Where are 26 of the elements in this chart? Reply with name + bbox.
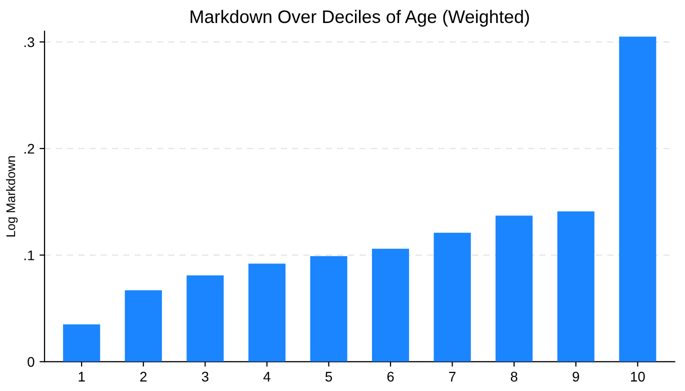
bar [63, 324, 100, 362]
x-tick-label: 2 [140, 372, 147, 382]
bar [310, 256, 348, 362]
chart-title: Markdown Over Deciles of Age (Weighted) [190, 10, 529, 27]
y-tick-label: .2 [24, 144, 34, 154]
bar [557, 211, 594, 362]
x-tick-label: 7 [449, 372, 456, 382]
x-tick-label: 10 [630, 372, 645, 382]
bar [619, 36, 656, 362]
y-tick-label: 0 [28, 357, 34, 367]
y-tick-label: .1 [24, 250, 34, 260]
bar [248, 264, 286, 362]
x-tick-label: 1 [78, 372, 85, 382]
x-tick-label: 5 [325, 372, 332, 382]
x-tick-label: 8 [510, 372, 518, 382]
y-tick-label: .3 [24, 37, 34, 48]
x-tick-label: 6 [387, 372, 394, 382]
bar [434, 232, 471, 362]
bar [372, 248, 410, 362]
x-tick-label: 9 [572, 372, 580, 382]
bar [186, 275, 224, 362]
y-axis-title: Log Markdown [6, 156, 18, 236]
bar [496, 216, 533, 362]
x-tick-label: 4 [263, 372, 270, 382]
bar [124, 290, 162, 362]
x-tick-label: 3 [202, 372, 208, 382]
